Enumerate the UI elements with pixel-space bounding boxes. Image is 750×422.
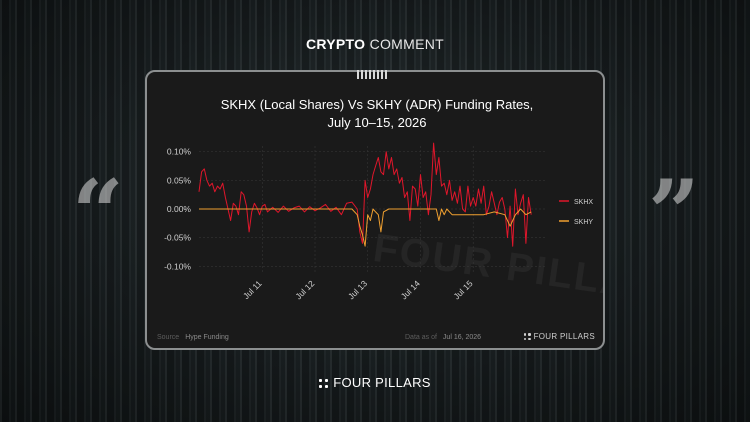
y-tick-label: 0.10% [167, 147, 192, 157]
source-label: Source [157, 334, 180, 341]
x-tick-label: Jul 13 [346, 278, 369, 301]
header-light: COMMENT [369, 36, 444, 52]
y-tick-label: 0.00% [167, 204, 192, 214]
chart-card: FOUR PILLARS SKHX (Local Shares) Vs SKHY… [145, 70, 605, 350]
card-brand: FOUR PILLARS [523, 332, 595, 341]
series-line-skhx [198, 142, 532, 247]
four-dots-icon [319, 379, 329, 388]
x-tick-label: Jul 15 [451, 278, 474, 301]
y-tick-label: -0.05% [164, 233, 191, 243]
chart-title: SKHX (Local Shares) Vs SKHY (ADR) Fundin… [147, 96, 603, 132]
series-line-skhy [199, 208, 532, 247]
source-note: Source Hype Funding [157, 334, 229, 341]
date-note: Data as of Jul 16, 2026 [405, 334, 481, 341]
x-tick-label: Jul 12 [293, 278, 316, 301]
header-bold: CRYPTO [305, 36, 366, 52]
chart-title-line2: July 10–15, 2026 [327, 115, 427, 130]
x-tick-label: Jul 14 [399, 278, 422, 301]
footer-brand-text: FOUR PILLARS [333, 375, 431, 390]
date-value: Jul 16, 2026 [442, 334, 482, 341]
date-label: Data as of [405, 334, 437, 341]
x-tick-label: Jul 11 [241, 278, 264, 301]
card-notch [357, 70, 389, 79]
y-tick-label: 0.05% [167, 175, 192, 185]
footer-brand: FOUR PILLARS [0, 375, 750, 390]
header-title: CRYPTO COMMENT [0, 36, 750, 52]
source-value: Hype Funding [185, 334, 229, 341]
line-chart: 0.10% 0.05% 0.00% -0.05% -0.10% Jul 11 Jul 12 J… [164, 142, 593, 301]
y-tick-label: -0.10% [164, 261, 191, 271]
legend-label: SKHY [574, 219, 593, 226]
four-dots-icon [523, 333, 531, 340]
close-quote: ” [648, 160, 700, 266]
legend-label: SKHX [574, 199, 593, 206]
open-quote: “ [72, 160, 124, 266]
card-brand-text: FOUR PILLARS [533, 332, 595, 341]
chart-title-line1: SKHX (Local Shares) Vs SKHY (ADR) Fundin… [220, 97, 534, 112]
